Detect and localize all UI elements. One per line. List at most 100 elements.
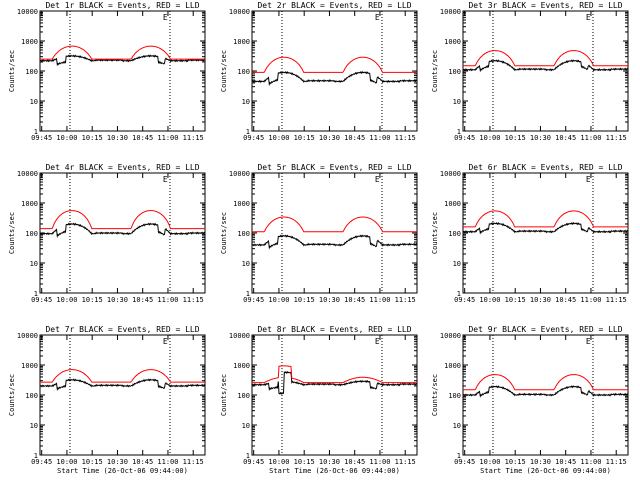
y-tick-label: 1000 xyxy=(21,200,38,208)
events-series-line xyxy=(251,70,418,87)
x-tick-label: 11:15 xyxy=(395,458,416,466)
x-tick-label: 09:45 xyxy=(454,296,475,304)
x-tick-label: 10:30 xyxy=(319,458,340,466)
y-axis-label: Counts/sec xyxy=(220,374,228,416)
x-tick-label: 10:15 xyxy=(294,458,315,466)
y-tick-label: 1 xyxy=(34,290,38,298)
x-tick-label: 11:15 xyxy=(395,296,416,304)
panel-title: Det 9r BLACK = Events, RED = LLD xyxy=(468,325,622,334)
x-tick-label: 11:15 xyxy=(183,296,204,304)
x-tick-label: 10:15 xyxy=(505,134,526,142)
events-series-line xyxy=(39,54,206,67)
events-series-line xyxy=(39,222,206,239)
y-tick-label: 1 xyxy=(34,128,38,136)
x-tick-label: 10:45 xyxy=(555,296,576,304)
panel-title: Det 3r BLACK = Events, RED = LLD xyxy=(468,1,622,10)
x-tick-label: 10:45 xyxy=(344,458,365,466)
x-tick-label: 09:45 xyxy=(454,458,475,466)
x-tick-label: 09:45 xyxy=(31,458,52,466)
y-tick-label: 1 xyxy=(457,290,461,298)
y-tick-label: 10 xyxy=(242,98,250,106)
panel-title: Det 8r BLACK = Events, RED = LLD xyxy=(257,325,411,334)
eclipse-marker: E xyxy=(586,175,591,184)
y-axis-label: Counts/sec xyxy=(220,212,228,254)
events-series-line xyxy=(462,385,629,398)
eclipse-marker: E xyxy=(375,337,380,346)
x-tick-label: 11:15 xyxy=(606,458,627,466)
x-tick-label: 10:15 xyxy=(294,134,315,142)
y-axis-label: Counts/sec xyxy=(8,374,16,416)
y-tick-label: 10000 xyxy=(229,332,250,340)
y-axis-label: Counts/sec xyxy=(220,50,228,92)
y-tick-label: 10 xyxy=(242,422,250,430)
lld-series-line xyxy=(40,369,205,383)
x-tick-label: 11:15 xyxy=(606,296,627,304)
x-tick-label: 10:00 xyxy=(479,296,500,304)
y-axis-label: Counts/sec xyxy=(431,212,439,254)
y-tick-label: 10000 xyxy=(440,8,461,16)
x-tick-label: 10:45 xyxy=(132,458,153,466)
x-tick-label: 10:00 xyxy=(268,134,289,142)
y-tick-label: 1 xyxy=(246,128,250,136)
y-tick-label: 10000 xyxy=(229,170,250,178)
events-series-line xyxy=(462,221,629,235)
y-tick-label: 1000 xyxy=(21,38,38,46)
events-series-line xyxy=(462,59,629,73)
y-tick-label: 100 xyxy=(448,230,461,238)
panel-title: Det 5r BLACK = Events, RED = LLD xyxy=(257,163,411,172)
y-tick-label: 1 xyxy=(457,452,461,460)
y-tick-label: 10 xyxy=(453,260,461,268)
x-tick-label: 10:30 xyxy=(319,296,340,304)
y-tick-label: 1000 xyxy=(444,200,461,208)
x-tick-label: 11:00 xyxy=(157,458,178,466)
x-tick-label: 09:45 xyxy=(243,296,264,304)
y-tick-label: 100 xyxy=(237,68,250,76)
panel-title: Det 6r BLACK = Events, RED = LLD xyxy=(468,163,622,172)
lld-series-line xyxy=(463,374,628,391)
x-tick-label: 11:00 xyxy=(580,458,601,466)
x-tick-label: 11:15 xyxy=(395,134,416,142)
y-tick-label: 1000 xyxy=(444,38,461,46)
y-tick-label: 1000 xyxy=(444,362,461,370)
x-tick-label: 10:30 xyxy=(107,296,128,304)
plot-frame xyxy=(251,172,418,294)
lld-series-line xyxy=(40,210,205,230)
x-tick-label: 11:00 xyxy=(580,296,601,304)
x-tick-label: 10:15 xyxy=(82,458,103,466)
lld-series-line xyxy=(252,365,417,384)
x-tick-label: 10:15 xyxy=(82,296,103,304)
y-tick-label: 100 xyxy=(448,392,461,400)
y-axis-label: Counts/sec xyxy=(8,50,16,92)
x-tick-label: 11:15 xyxy=(606,134,627,142)
y-tick-label: 10 xyxy=(242,260,250,268)
y-axis-label: Counts/sec xyxy=(8,212,16,254)
y-tick-label: 10 xyxy=(30,98,38,106)
x-tick-label: 10:30 xyxy=(530,296,551,304)
x-axis-label: Start Time (26-Oct-06 09:44:00) xyxy=(57,467,188,475)
x-tick-label: 11:00 xyxy=(157,296,178,304)
panel-title: Det 4r BLACK = Events, RED = LLD xyxy=(45,163,199,172)
y-tick-label: 10 xyxy=(453,98,461,106)
x-tick-label: 10:00 xyxy=(56,134,77,142)
x-axis-label: Start Time (26-Oct-06 09:44:00) xyxy=(480,467,611,475)
events-series-line xyxy=(39,378,206,391)
lld-series-line xyxy=(40,45,205,60)
eclipse-marker: E xyxy=(163,337,168,346)
x-tick-label: 10:00 xyxy=(479,458,500,466)
y-tick-label: 10000 xyxy=(17,170,38,178)
eclipse-marker: E xyxy=(163,175,168,184)
x-tick-label: 10:45 xyxy=(132,134,153,142)
y-tick-label: 100 xyxy=(448,68,461,76)
x-tick-label: 10:00 xyxy=(268,458,289,466)
x-tick-label: 10:00 xyxy=(479,134,500,142)
lld-series-line xyxy=(463,50,628,67)
plot-frame xyxy=(39,10,206,132)
y-tick-label: 10000 xyxy=(17,8,38,16)
panel-title: Det 1r BLACK = Events, RED = LLD xyxy=(45,1,199,10)
x-tick-label: 11:00 xyxy=(369,134,390,142)
x-tick-label: 09:45 xyxy=(243,134,264,142)
y-tick-label: 100 xyxy=(25,68,38,76)
y-tick-label: 10000 xyxy=(17,332,38,340)
y-tick-label: 10000 xyxy=(440,170,461,178)
